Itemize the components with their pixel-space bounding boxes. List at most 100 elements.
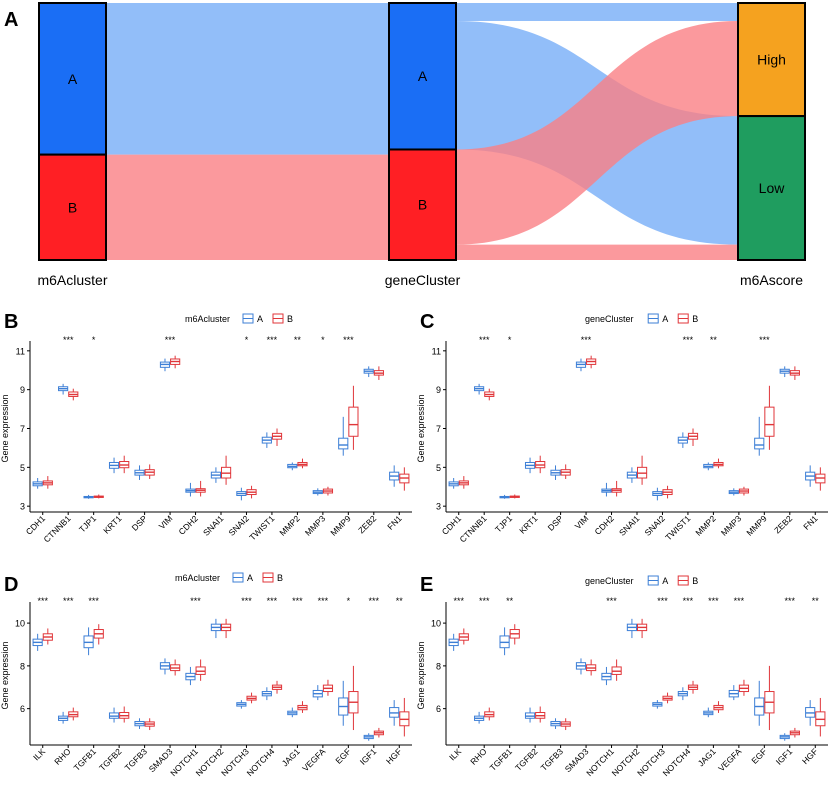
box-TGFB3-B: [560, 718, 571, 731]
significance-label: **: [396, 596, 404, 606]
panel-letter-b: B: [4, 311, 18, 333]
x-tick-label: VEGFA: [716, 746, 743, 773]
box-CDH1-B: [42, 476, 53, 489]
sankey-node-label: A: [418, 68, 428, 84]
x-tick-label: DSP: [546, 513, 566, 533]
legend-label-B: B: [692, 314, 698, 324]
box-HGF-B: [815, 697, 826, 737]
box-MMP3-B: [322, 486, 334, 496]
box-SMAD3-B: [586, 659, 597, 676]
box-KRT1-A: [108, 457, 120, 474]
sankey-axis-label: geneCluster: [385, 272, 461, 288]
x-tick-label: CDH1: [24, 513, 48, 537]
box-MMP9-A: [754, 416, 765, 456]
x-tick-label: TJP1: [493, 513, 514, 534]
sankey-flow-0: [106, 3, 389, 150]
y-tick-label: 10: [431, 619, 441, 629]
x-tick-label: RHO: [468, 746, 489, 767]
box-DSP-B: [144, 464, 155, 479]
sankey-node-m6Ascore-Low: [737, 115, 806, 261]
significance-label: ***: [581, 335, 592, 345]
x-tick-label: ILK: [447, 746, 463, 762]
y-tick-label: 7: [20, 424, 25, 434]
legend-title: m6Acluster: [185, 314, 230, 324]
box-JAG1-B: [713, 701, 724, 713]
sankey-axis-label: m6Ascore: [740, 272, 803, 288]
box-NOTCH3-B: [662, 692, 673, 704]
box-NOTCH4-B: [271, 680, 283, 694]
box-SMAD3-B: [170, 659, 181, 676]
box-MMP3-A: [728, 488, 739, 496]
y-tick-label: 6: [20, 704, 25, 714]
x-tick-label: HGF: [384, 746, 404, 766]
x-tick-label: CDH2: [593, 513, 617, 537]
legend-title: geneCluster: [585, 576, 634, 586]
box-iqr: [338, 437, 349, 450]
box-NOTCH3-A: [236, 700, 247, 709]
box-KRT1-A: [524, 457, 536, 474]
y-tick-label: 7: [436, 424, 441, 434]
significance-label: ***: [190, 596, 201, 606]
x-tick-label: JAG1: [696, 746, 718, 768]
x-tick-label: RHO: [52, 746, 73, 767]
x-tick-label: EGF: [749, 746, 768, 765]
sankey-panel: A A B A B High Low m6Acluster geneCluster m6Asc…: [4, 2, 806, 288]
panel-letter-c: C: [420, 311, 434, 333]
panel-letter-a: A: [4, 9, 18, 31]
box-SNAI2-B: [662, 485, 673, 499]
sankey-node-label: B: [68, 199, 77, 215]
box-TWIST1-A: [677, 432, 688, 448]
significance-label: **: [812, 596, 820, 606]
box-SNAI1-A: [626, 467, 637, 483]
significance-label: ***: [37, 596, 48, 606]
box-EGF-B: [764, 665, 775, 731]
y-tick-label: 10: [15, 619, 25, 629]
significance-label: *: [508, 335, 512, 345]
sankey-node-label: Low: [759, 180, 786, 196]
sankey-node-m6Ascore-High: [737, 2, 806, 118]
y-tick-label: 9: [436, 385, 441, 395]
legend-title: geneCluster: [585, 314, 634, 324]
x-tick-label: MMP2: [693, 513, 718, 538]
sankey-flow-2: [106, 154, 389, 260]
significance-label: ***: [785, 596, 796, 606]
box-ILK-B: [42, 628, 53, 645]
x-tick-label: FN1: [385, 513, 404, 532]
box-JAG1-B: [297, 701, 308, 713]
x-tick-label: CDH1: [440, 513, 464, 537]
box-MMP9-B: [764, 385, 775, 450]
x-tick-label: EGF: [333, 746, 352, 765]
box-TWIST1-B: [271, 428, 283, 446]
box-HGF-B: [399, 697, 410, 737]
x-tick-label: TJP1: [77, 513, 98, 534]
box-RHO-B: [484, 707, 495, 721]
panel-c: C geneCluster A B 3 5 7 9 11 Gene expression CDH1…: [416, 311, 828, 544]
x-tick-label: MMP2: [277, 513, 302, 538]
significance-label: ***: [479, 335, 490, 345]
sankey-flow-5: [456, 20, 738, 245]
boxplot-e: geneCluster A B 6 8 10 Gene expression ILK *** RH…: [416, 575, 828, 778]
box-CTNNB1-B: [484, 388, 495, 401]
sankey-node-geneCluster-A: [388, 2, 457, 151]
box-IGF1-A: [779, 733, 790, 741]
box-VIM-B: [586, 355, 597, 369]
legend-label-A: A: [247, 573, 253, 583]
significance-label: ***: [63, 335, 74, 345]
sankey-node-m6Acluster-B: [38, 153, 107, 262]
box-TGFB1-A: [499, 627, 510, 656]
box-RHO-A: [474, 711, 485, 724]
box-ZEB2-B: [373, 366, 384, 380]
box-EGF-A: [338, 680, 349, 726]
significance-label: ***: [267, 335, 278, 345]
box-SNAI2-A: [652, 487, 663, 501]
box-NOTCH1-B: [611, 659, 622, 681]
box-DSP-A: [134, 465, 145, 480]
x-tick-label: CTNNB1: [41, 513, 72, 544]
box-NOTCH1-A: [601, 666, 612, 686]
box-HGF-A: [805, 700, 816, 726]
box-ILK-B: [458, 628, 469, 645]
y-tick-label: 8: [20, 661, 25, 671]
x-tick-label: TGFB1: [488, 746, 515, 773]
